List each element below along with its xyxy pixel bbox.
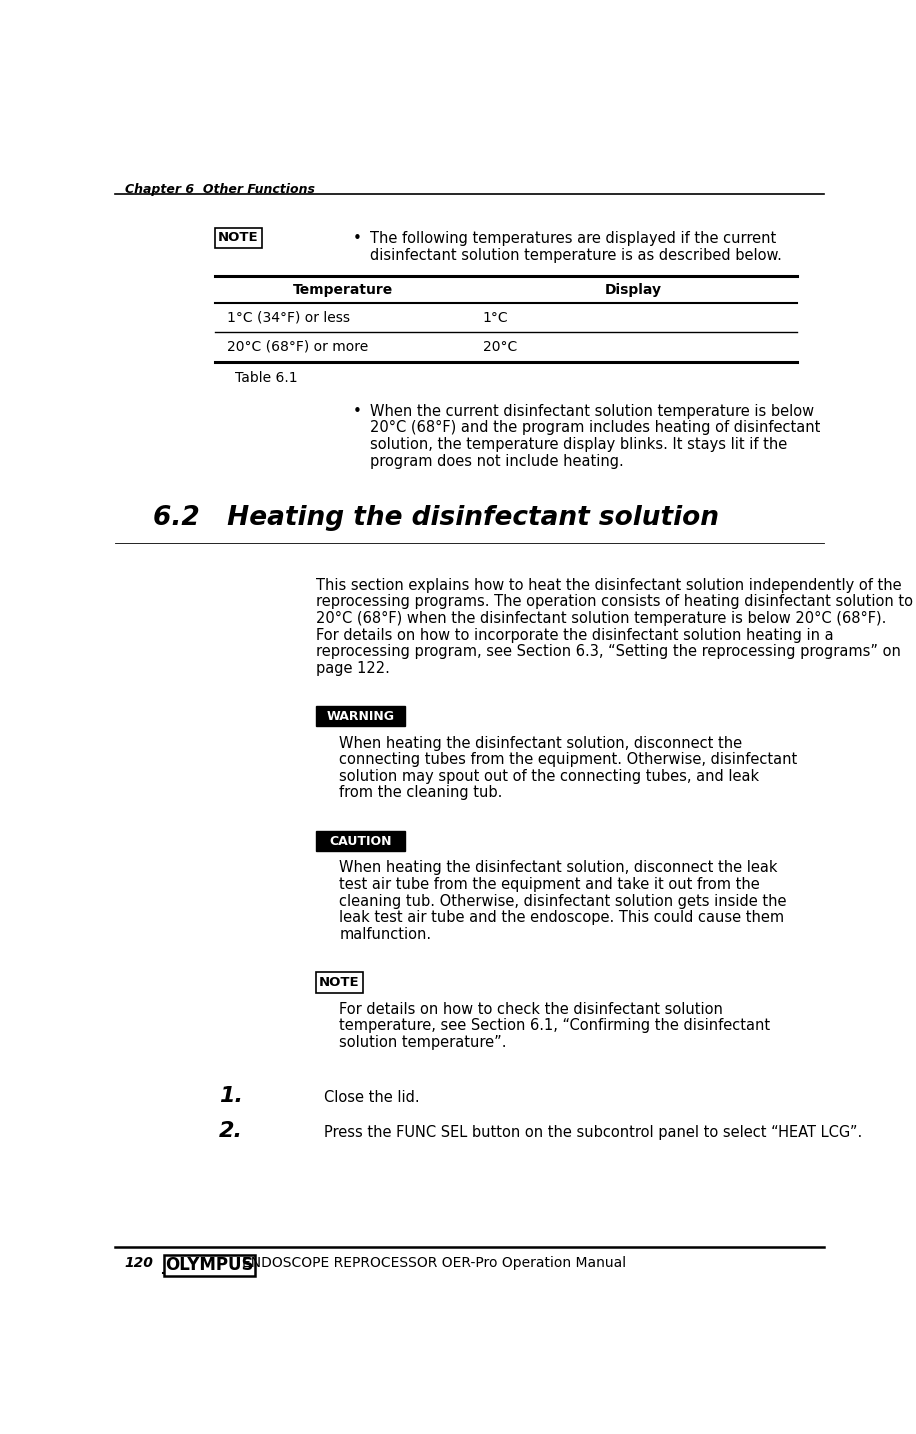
Text: solution may spout out of the connecting tubes, and leak: solution may spout out of the connecting… [339, 769, 759, 784]
Text: •: • [354, 231, 362, 247]
Text: WARNING: WARNING [327, 710, 395, 723]
Text: CAUTION: CAUTION [330, 835, 392, 847]
Text: disinfectant solution temperature is as described below.: disinfectant solution temperature is as … [370, 248, 782, 262]
Text: 20°C (68°F) or more: 20°C (68°F) or more [227, 340, 368, 354]
Text: 1°C (34°F) or less: 1°C (34°F) or less [227, 311, 350, 324]
Text: 1.: 1. [219, 1086, 243, 1106]
Text: 20°C (68°F) when the disinfectant solution temperature is below 20°C (68°F).: 20°C (68°F) when the disinfectant soluti… [316, 611, 887, 627]
Text: The following temperatures are displayed if the current: The following temperatures are displayed… [370, 231, 777, 247]
Text: When heating the disinfectant solution, disconnect the: When heating the disinfectant solution, … [339, 736, 742, 751]
Text: For details on how to incorporate the disinfectant solution heating in a: For details on how to incorporate the di… [316, 628, 834, 642]
Text: For details on how to check the disinfectant solution: For details on how to check the disinfec… [339, 1002, 723, 1017]
Text: cleaning tub. Otherwise, disinfectant solution gets inside the: cleaning tub. Otherwise, disinfectant so… [339, 893, 787, 909]
Text: This section explains how to heat the disinfectant solution independently of the: This section explains how to heat the di… [316, 578, 901, 592]
Text: malfunction.: malfunction. [339, 926, 431, 942]
FancyBboxPatch shape [316, 707, 405, 727]
Text: 20°C: 20°C [483, 340, 517, 354]
Text: page 122.: page 122. [316, 661, 390, 675]
Text: Display: Display [605, 282, 662, 297]
Text: reprocessing programs. The operation consists of heating disinfectant solution t: reprocessing programs. The operation con… [316, 595, 913, 609]
FancyBboxPatch shape [316, 972, 363, 992]
Text: NOTE: NOTE [319, 977, 360, 989]
Text: Temperature: Temperature [293, 282, 393, 297]
Text: NOTE: NOTE [218, 231, 259, 244]
Text: program does not include heating.: program does not include heating. [370, 453, 624, 469]
Text: reprocessing program, see Section 6.3, “Setting the reprocessing programs” on: reprocessing program, see Section 6.3, “… [316, 644, 900, 660]
Text: 6.2   Heating the disinfectant solution: 6.2 Heating the disinfectant solution [153, 505, 719, 531]
Text: •: • [354, 404, 362, 419]
Text: When the current disinfectant solution temperature is below: When the current disinfectant solution t… [370, 404, 814, 419]
Text: When heating the disinfectant solution, disconnect the leak: When heating the disinfectant solution, … [339, 860, 778, 876]
FancyBboxPatch shape [316, 832, 405, 852]
Text: 20°C (68°F) and the program includes heating of disinfectant: 20°C (68°F) and the program includes hea… [370, 420, 821, 436]
Text: connecting tubes from the equipment. Otherwise, disinfectant: connecting tubes from the equipment. Oth… [339, 753, 798, 767]
Text: Press the FUNC SEL button on the subcontrol panel to select “HEAT LCG”.: Press the FUNC SEL button on the subcont… [323, 1124, 862, 1140]
Text: solution temperature”.: solution temperature”. [339, 1035, 507, 1050]
FancyBboxPatch shape [215, 228, 262, 248]
Text: test air tube from the equipment and take it out from the: test air tube from the equipment and tak… [339, 878, 760, 892]
Text: Table 6.1: Table 6.1 [234, 371, 298, 384]
Text: OLYMPUS: OLYMPUS [165, 1256, 254, 1275]
Text: ENDOSCOPE REPROCESSOR OER-Pro Operation Manual: ENDOSCOPE REPROCESSOR OER-Pro Operation … [243, 1256, 627, 1271]
Text: from the cleaning tub.: from the cleaning tub. [339, 786, 503, 800]
Text: 1°C: 1°C [483, 311, 508, 324]
Text: Close the lid.: Close the lid. [323, 1090, 420, 1106]
Text: 120: 120 [125, 1256, 154, 1271]
Text: solution, the temperature display blinks. It stays lit if the: solution, the temperature display blinks… [370, 437, 788, 452]
Text: leak test air tube and the endoscope. This could cause them: leak test air tube and the endoscope. Th… [339, 911, 784, 925]
Text: 2.: 2. [219, 1121, 243, 1140]
Text: temperature, see Section 6.1, “Confirming the disinfectant: temperature, see Section 6.1, “Confirmin… [339, 1018, 770, 1034]
Text: Chapter 6  Other Functions: Chapter 6 Other Functions [125, 184, 314, 196]
